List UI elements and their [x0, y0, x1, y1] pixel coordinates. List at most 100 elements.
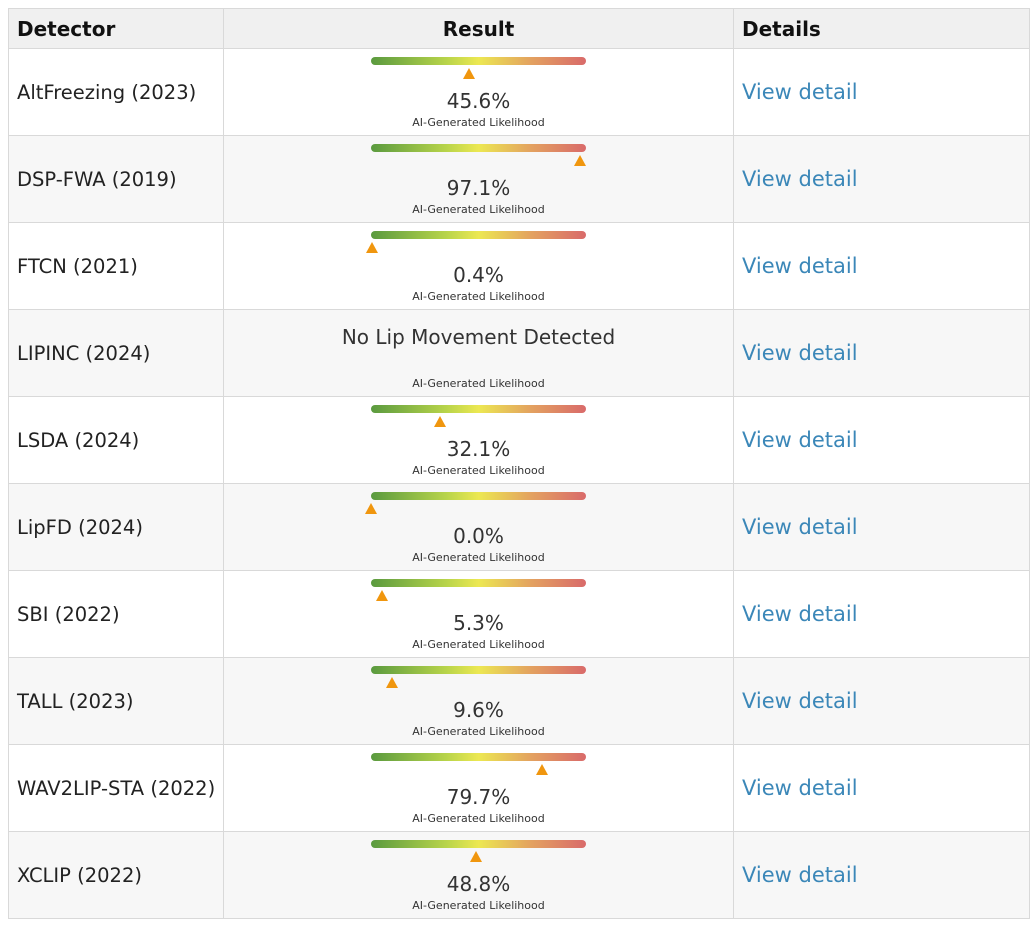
likelihood-caption: AI-Generated Likelihood [412, 377, 545, 390]
likelihood-gradient-bar [371, 57, 586, 65]
likelihood-marker-icon [385, 677, 398, 688]
likelihood-gauge: 9.6% AI-Generated Likelihood [371, 658, 586, 744]
likelihood-caption: AI-Generated Likelihood [412, 203, 545, 216]
likelihood-value: 45.6% [446, 89, 511, 113]
likelihood-caption: AI-Generated Likelihood [412, 725, 545, 738]
detector-name: LipFD (2024) [8, 483, 224, 571]
result-cell: 0.4% AI-Generated Likelihood [223, 222, 734, 310]
likelihood-value: 0.4% [453, 263, 504, 287]
detector-results-table: Detector Result Details AltFreezing (202… [8, 8, 1030, 919]
view-detail-link[interactable]: View detail [742, 515, 858, 539]
likelihood-marker-icon [463, 68, 476, 79]
view-detail-link[interactable]: View detail [742, 602, 858, 626]
table-row: LipFD (2024) 0.0% AI-Generated Likelihood V… [8, 483, 1030, 571]
view-detail-link[interactable]: View detail [742, 254, 858, 278]
result-cell: 5.3% AI-Generated Likelihood [223, 570, 734, 658]
table-row: AltFreezing (2023) 45.6% AI-Generated Like… [8, 48, 1030, 136]
details-cell: View detail [733, 744, 1030, 832]
table-row: LSDA (2024) 32.1% AI-Generated Likelihood V… [8, 396, 1030, 484]
likelihood-marker-icon [573, 155, 586, 166]
details-cell: View detail [733, 135, 1030, 223]
likelihood-gauge: 0.0% AI-Generated Likelihood [365, 484, 586, 570]
likelihood-gradient-bar [371, 666, 586, 674]
result-cell: 32.1% AI-Generated Likelihood [223, 396, 734, 484]
view-detail-link[interactable]: View detail [742, 689, 858, 713]
table-row: WAV2LIP-STA (2022) 79.7% AI-Generated Like… [8, 744, 1030, 832]
likelihood-gradient-bar [371, 144, 586, 152]
likelihood-marker-icon [376, 590, 389, 601]
view-detail-link[interactable]: View detail [742, 80, 858, 104]
likelihood-value: 79.7% [446, 785, 511, 809]
likelihood-value: 0.0% [453, 524, 504, 548]
result-cell: No Lip Movement Detected AI-Generated Lik… [223, 309, 734, 397]
details-cell: View detail [733, 831, 1030, 919]
likelihood-value: 97.1% [446, 176, 511, 200]
likelihood-caption: AI-Generated Likelihood [412, 116, 545, 129]
table-row: XCLIP (2022) 48.8% AI-Generated Likelihood… [8, 831, 1030, 919]
view-detail-link[interactable]: View detail [742, 341, 858, 365]
likelihood-gradient-bar [371, 840, 586, 848]
result-column-header: Result [223, 8, 734, 49]
detector-name: TALL (2023) [8, 657, 224, 745]
detector-name: LSDA (2024) [8, 396, 224, 484]
likelihood-marker-icon [365, 503, 377, 514]
view-detail-link[interactable]: View detail [742, 167, 858, 191]
details-cell: View detail [733, 657, 1030, 745]
detector-name: AltFreezing (2023) [8, 48, 224, 136]
likelihood-gradient-bar [371, 753, 586, 761]
likelihood-gradient-bar [371, 579, 586, 587]
likelihood-gauge: 97.1% AI-Generated Likelihood [371, 136, 586, 222]
likelihood-gauge: 45.6% AI-Generated Likelihood [371, 49, 586, 135]
details-cell: View detail [733, 48, 1030, 136]
result-cell: 97.1% AI-Generated Likelihood [223, 135, 734, 223]
likelihood-caption: AI-Generated Likelihood [412, 899, 545, 912]
detector-column-header: Detector [8, 8, 224, 49]
detector-name: XCLIP (2022) [8, 831, 224, 919]
likelihood-gauge: 0.4% AI-Generated Likelihood [365, 223, 586, 309]
likelihood-gauge: 79.7% AI-Generated Likelihood [371, 745, 586, 831]
no-result-message: No Lip Movement Detected [341, 325, 616, 349]
table-row: TALL (2023) 9.6% AI-Generated Likelihood Vi… [8, 657, 1030, 745]
likelihood-value: 5.3% [453, 611, 504, 635]
view-detail-link[interactable]: View detail [742, 428, 858, 452]
likelihood-marker-icon [434, 416, 446, 427]
likelihood-gauge: 48.8% AI-Generated Likelihood [371, 832, 586, 918]
likelihood-gauge: No Lip Movement Detected AI-Generated Lik… [342, 310, 615, 396]
likelihood-gradient-bar [371, 405, 586, 413]
likelihood-marker-icon [365, 242, 378, 253]
table-row: DSP-FWA (2019) 97.1% AI-Generated Likeliho… [8, 135, 1030, 223]
table-row: SBI (2022) 5.3% AI-Generated Likelihood Vie… [8, 570, 1030, 658]
likelihood-caption: AI-Generated Likelihood [412, 464, 545, 477]
details-cell: View detail [733, 570, 1030, 658]
table-row: LIPINC (2024) No Lip Movement Detected AI-… [8, 309, 1030, 397]
table-header-row: Detector Result Details [8, 8, 1030, 49]
details-cell: View detail [733, 396, 1030, 484]
detector-name: WAV2LIP-STA (2022) [8, 744, 224, 832]
detector-name: FTCN (2021) [8, 222, 224, 310]
result-cell: 9.6% AI-Generated Likelihood [223, 657, 734, 745]
detector-name: SBI (2022) [8, 570, 224, 658]
details-cell: View detail [733, 483, 1030, 571]
likelihood-caption: AI-Generated Likelihood [412, 812, 545, 825]
likelihood-caption: AI-Generated Likelihood [412, 290, 545, 303]
likelihood-marker-icon [469, 851, 482, 862]
detector-name: DSP-FWA (2019) [8, 135, 224, 223]
detector-name: LIPINC (2024) [8, 309, 224, 397]
result-cell: 79.7% AI-Generated Likelihood [223, 744, 734, 832]
details-column-header: Details [733, 8, 1030, 49]
likelihood-marker-icon [536, 764, 549, 775]
view-detail-link[interactable]: View detail [742, 776, 858, 800]
likelihood-gradient-bar [371, 231, 586, 239]
view-detail-link[interactable]: View detail [742, 863, 858, 887]
result-cell: 48.8% AI-Generated Likelihood [223, 831, 734, 919]
details-cell: View detail [733, 309, 1030, 397]
result-cell: 0.0% AI-Generated Likelihood [223, 483, 734, 571]
likelihood-value: 9.6% [453, 698, 504, 722]
table-row: FTCN (2021) 0.4% AI-Generated Likelihood Vi… [8, 222, 1030, 310]
likelihood-value: 48.8% [446, 872, 511, 896]
result-cell: 45.6% AI-Generated Likelihood [223, 48, 734, 136]
likelihood-gradient-bar [371, 492, 586, 500]
likelihood-caption: AI-Generated Likelihood [412, 551, 545, 564]
likelihood-gauge: 32.1% AI-Generated Likelihood [371, 397, 586, 483]
likelihood-caption: AI-Generated Likelihood [412, 638, 545, 651]
